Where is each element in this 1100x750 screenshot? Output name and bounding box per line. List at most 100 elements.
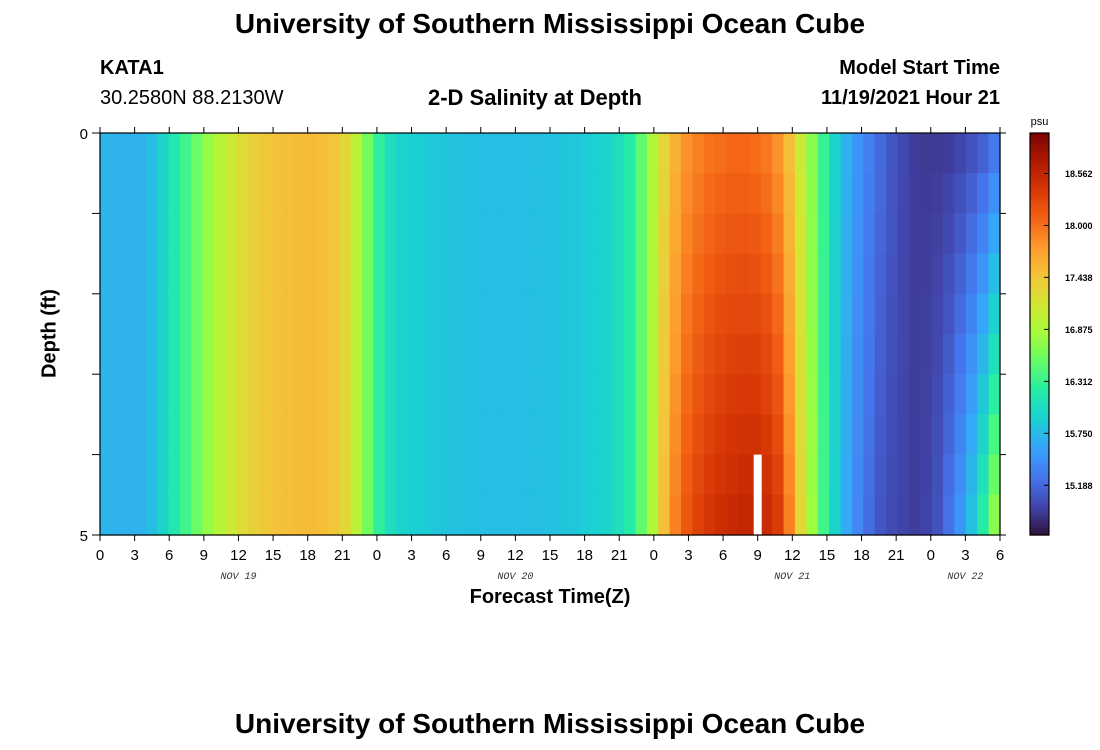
heatmap-cell [783, 494, 796, 536]
heatmap-cell [213, 213, 226, 255]
heatmap-cell [293, 293, 306, 335]
heatmap-cell [612, 414, 625, 456]
heatmap-cell [373, 494, 386, 536]
heatmap-cell [111, 253, 124, 295]
heatmap-cell [703, 454, 716, 496]
heatmap-cell [293, 173, 306, 214]
heatmap-cell [715, 334, 728, 375]
heatmap-cell [350, 334, 363, 375]
heatmap-cell [601, 253, 614, 295]
heatmap-cell [783, 414, 796, 456]
heatmap-cell [726, 173, 739, 214]
heatmap-cell [692, 133, 705, 174]
heatmap-cell [669, 454, 682, 496]
heatmap-cell [441, 133, 454, 174]
heatmap-cell [624, 173, 637, 214]
colorbar-segment [1030, 387, 1049, 392]
heatmap-cell [851, 494, 864, 536]
heatmap-cell [703, 293, 716, 335]
heatmap-cell [339, 414, 352, 456]
heatmap-cell [179, 454, 192, 496]
heatmap-cell [168, 133, 181, 174]
colorbar-segment [1030, 200, 1049, 204]
heatmap-cell [202, 213, 215, 255]
heatmap-cell [111, 133, 124, 174]
heatmap-cell [635, 374, 648, 415]
heatmap-cell [453, 173, 466, 214]
heatmap-cell [521, 374, 534, 415]
heatmap-cell [396, 374, 409, 415]
heatmap-cell [305, 454, 318, 496]
x-tick-label: 0 [96, 547, 104, 564]
heatmap-cell [384, 253, 397, 295]
colorbar-segment [1030, 226, 1049, 231]
x-tick-label: 18 [853, 547, 870, 564]
heatmap-cell [362, 454, 375, 496]
heatmap-cell [532, 133, 545, 174]
heatmap-cell [475, 293, 488, 335]
colorbar-segment [1030, 514, 1049, 519]
heatmap-cell [418, 253, 431, 295]
heatmap-cell [863, 253, 876, 295]
heatmap-cell [589, 374, 602, 415]
heatmap-cell [134, 454, 147, 496]
colorbar-segment [1030, 169, 1049, 174]
heatmap-cell [191, 494, 204, 536]
heatmap-cell [635, 494, 648, 536]
heatmap-cell [498, 454, 511, 496]
x-tick-label: 0 [927, 547, 935, 564]
heatmap-cell [213, 253, 226, 295]
heatmap-cell [783, 173, 796, 214]
heatmap-cell [601, 213, 614, 255]
heatmap-cell [544, 454, 557, 496]
heatmap-cell [681, 253, 694, 295]
heatmap-cell [874, 133, 887, 174]
heatmap-cell [122, 173, 135, 214]
colorbar-segment [1030, 297, 1049, 302]
heatmap-cell [874, 334, 887, 375]
colorbar-segment [1030, 508, 1049, 513]
heatmap-cell [806, 293, 819, 335]
heatmap-cell [270, 133, 283, 174]
heatmap-cell [532, 374, 545, 415]
heatmap-cell [988, 293, 1001, 335]
heatmap-cell [510, 133, 523, 174]
heatmap-cell [327, 494, 340, 536]
heatmap-cell [897, 494, 910, 536]
colorbar-segment [1030, 216, 1049, 221]
heatmap-cell [681, 334, 694, 375]
heatmap-cell [305, 494, 318, 536]
heatmap-cell [635, 173, 648, 214]
heatmap-cell [327, 253, 340, 295]
page-title: University of Southern Mississippi Ocean… [234, 8, 866, 39]
heatmap-cell [544, 213, 557, 255]
heatmap-cell [829, 173, 842, 214]
heatmap-cell [270, 253, 283, 295]
heatmap-cell [783, 454, 796, 496]
heatmap-cell [498, 374, 511, 415]
colorbar-tick-label: 16.312 [1065, 377, 1093, 387]
heatmap-cell [259, 334, 272, 375]
colorbar-segment [1030, 287, 1049, 292]
colorbar-segment [1030, 290, 1049, 295]
heatmap-cell [213, 454, 226, 496]
heatmap-cell [122, 494, 135, 536]
heatmap-cell [589, 334, 602, 375]
heatmap-cell [396, 414, 409, 456]
colorbar-segment [1030, 461, 1049, 466]
colorbar-segment [1030, 454, 1049, 459]
colorbar-segment [1030, 457, 1049, 462]
heatmap-cell [498, 334, 511, 375]
heatmap-cell [749, 414, 762, 456]
heatmap-cell [624, 133, 637, 174]
x-tick-label: 15 [819, 547, 836, 564]
colorbar-segment [1030, 357, 1049, 362]
heatmap-cell [726, 454, 739, 496]
heatmap-cell [635, 293, 648, 335]
heatmap-cell [510, 334, 523, 375]
heatmap-cell [350, 213, 363, 255]
heatmap-cell [362, 293, 375, 335]
heatmap-cell [829, 494, 842, 536]
heatmap-cell [931, 133, 944, 174]
heatmap-cell [703, 253, 716, 295]
